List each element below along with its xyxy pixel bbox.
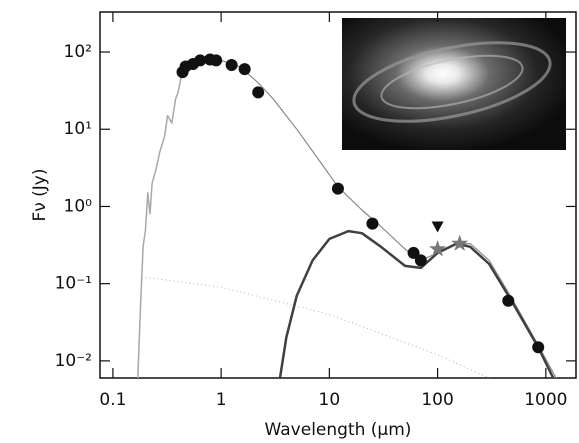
data-point [366, 217, 379, 230]
model-line [278, 229, 555, 378]
y-tick-label: 10⁰ [64, 196, 93, 216]
data-point [225, 58, 238, 71]
data-point [502, 294, 515, 307]
y-tick-label: 10² [64, 42, 92, 62]
x-tick-label: 100 [421, 390, 453, 410]
data-point [414, 254, 427, 267]
model-line [137, 75, 183, 378]
star-point [451, 234, 469, 251]
y-tick-label: 10¹ [64, 119, 92, 139]
x-tick-label: 10 [319, 390, 341, 410]
y-tick-label: 10⁻¹ [55, 274, 92, 294]
y-axis-label: Fν (Jy) [30, 168, 50, 221]
data-point [532, 341, 545, 354]
x-axis-label: Wavelength (μm) [265, 420, 412, 440]
y-tick-label: 10⁻² [55, 351, 92, 371]
upper-limit [431, 221, 444, 233]
x-tick-label: 1000 [524, 390, 567, 410]
inset-ring [380, 54, 524, 110]
inset-glow [342, 18, 566, 150]
x-tick-label: 1 [216, 390, 227, 410]
data-point [210, 54, 223, 67]
data-point [407, 246, 420, 259]
plot-frame [99, 11, 577, 379]
inset-ring [352, 41, 552, 123]
data-point [194, 54, 207, 67]
star-point [429, 240, 447, 257]
data-point [331, 182, 344, 195]
data-point [238, 63, 251, 76]
x-tick-label: 0.1 [99, 390, 126, 410]
data-point [252, 86, 265, 99]
model-line [145, 277, 491, 378]
plot-area [137, 53, 557, 378]
